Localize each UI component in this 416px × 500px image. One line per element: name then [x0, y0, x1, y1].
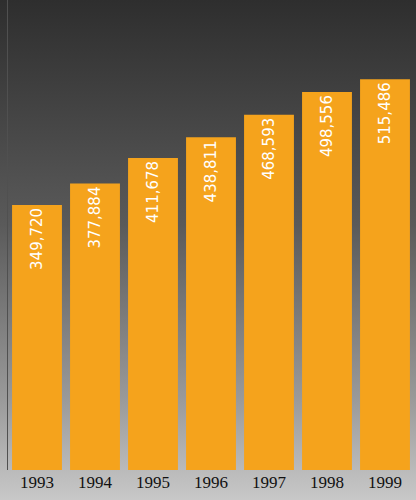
svg-text:1994: 1994 [78, 473, 113, 492]
svg-text:1999: 1999 [368, 473, 402, 492]
svg-text:1995: 1995 [136, 473, 170, 492]
svg-text:468,593: 468,593 [260, 118, 278, 180]
svg-text:411,678: 411,678 [144, 161, 162, 223]
svg-text:498,556: 498,556 [318, 95, 336, 157]
svg-text:349,720: 349,720 [28, 208, 46, 270]
svg-text:1997: 1997 [252, 473, 287, 492]
svg-text:1996: 1996 [194, 473, 228, 492]
svg-text:515,486: 515,486 [376, 82, 394, 144]
svg-text:1998: 1998 [310, 473, 344, 492]
svg-text:1993: 1993 [20, 473, 54, 492]
svg-text:438,811: 438,811 [202, 140, 220, 202]
svg-text:377,884: 377,884 [86, 187, 104, 249]
